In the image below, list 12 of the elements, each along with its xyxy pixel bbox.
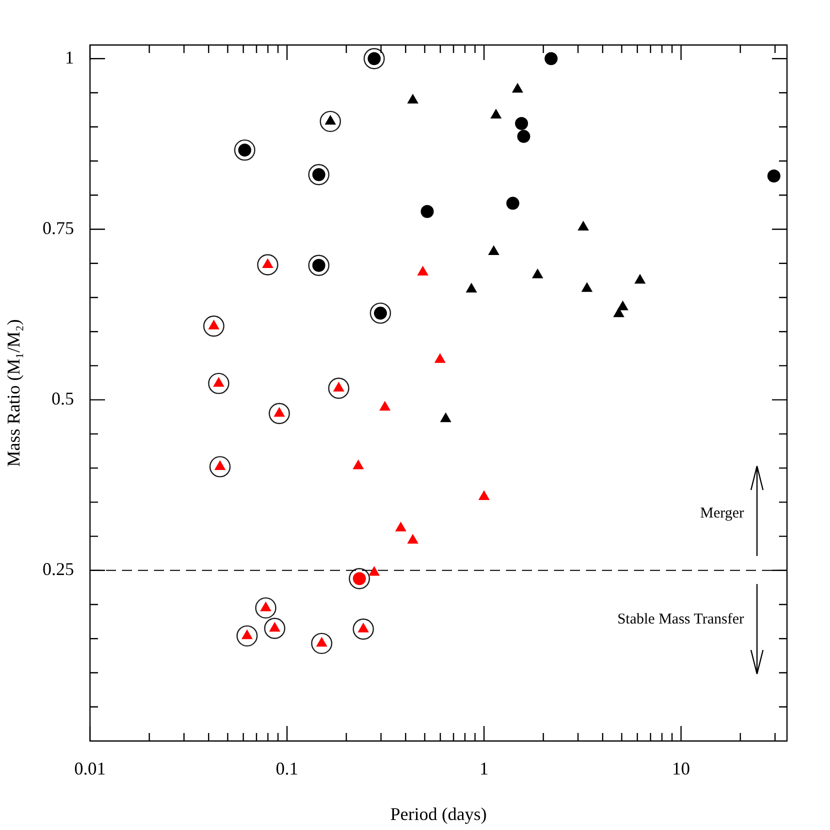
y-tick-label: 0.25: [42, 559, 74, 580]
x-tick-label: 1: [480, 758, 489, 779]
x-tick-label: 10: [672, 758, 690, 779]
y-tick-label: 1: [65, 47, 74, 68]
x-axis-title: Period (days): [390, 804, 487, 824]
y-tick-label: 0.5: [52, 388, 74, 409]
x-tick-label: 0.01: [74, 758, 106, 779]
x-tick-label: 0.1: [276, 758, 298, 779]
y-tick-label: 0.75: [42, 218, 74, 238]
annotation: Merger: [700, 506, 744, 523]
annotation: Stable Mass Transfer: [617, 612, 744, 629]
y-axis-title: Mass Ratio (M₁/M₂): [4, 319, 24, 467]
